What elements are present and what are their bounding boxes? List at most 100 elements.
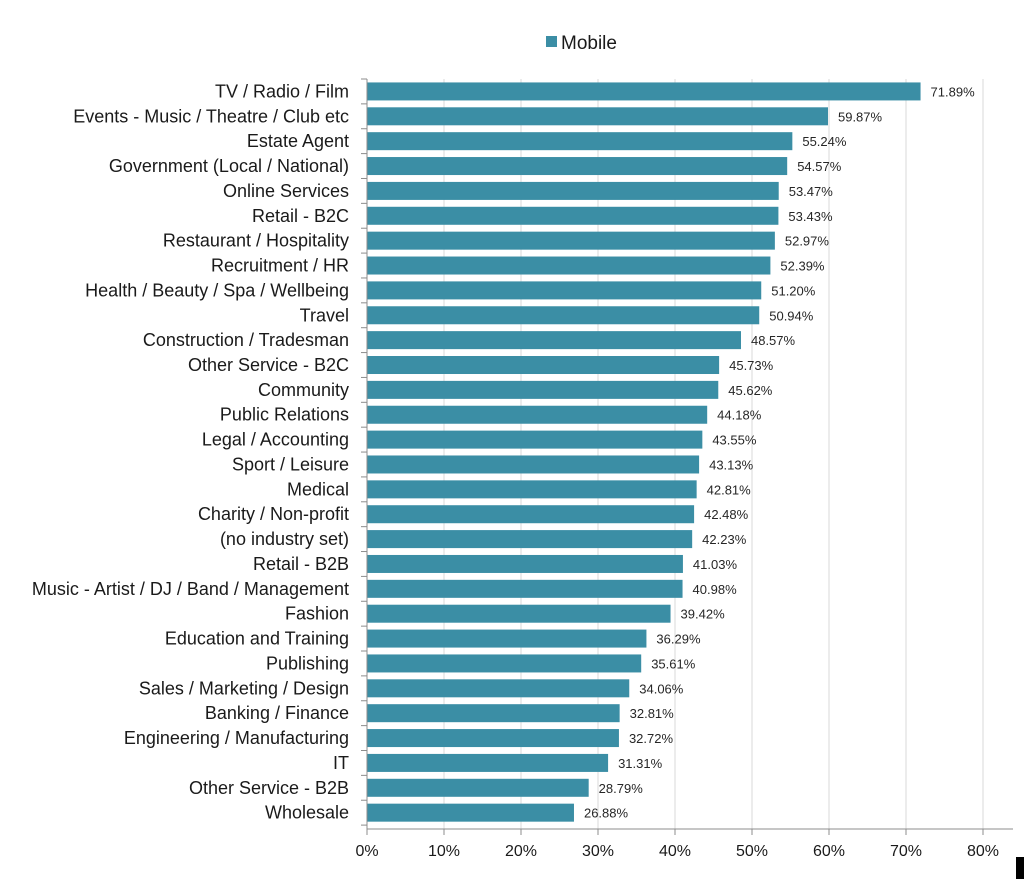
data-label: 50.94% xyxy=(769,308,814,323)
data-label: 35.61% xyxy=(651,656,696,671)
category-label: Fashion xyxy=(285,604,349,624)
data-label: 44.18% xyxy=(717,408,762,423)
data-label: 53.43% xyxy=(788,209,833,224)
category-label: Estate Agent xyxy=(247,131,349,151)
bars xyxy=(367,82,921,822)
category-label: Retail - B2B xyxy=(253,554,349,574)
data-label: 32.72% xyxy=(629,731,674,746)
x-tick-label: 50% xyxy=(736,843,768,860)
category-label: Government (Local / National) xyxy=(109,156,349,176)
bar xyxy=(367,306,760,325)
bar xyxy=(367,107,828,126)
gridlines xyxy=(366,79,984,835)
legend-swatch-mobile xyxy=(546,36,557,47)
category-label: Other Service - B2C xyxy=(188,355,349,375)
data-label: 32.81% xyxy=(630,706,675,721)
data-label: 34.06% xyxy=(639,681,684,696)
bar xyxy=(367,530,693,549)
bar xyxy=(367,231,775,250)
x-tick-label: 10% xyxy=(428,843,460,860)
bar xyxy=(367,579,683,598)
bar xyxy=(367,753,609,772)
category-label: Health / Beauty / Spa / Wellbeing xyxy=(85,280,349,300)
category-label: Events - Music / Theatre / Club etc xyxy=(73,106,349,126)
bar xyxy=(367,604,671,623)
data-label: 48.57% xyxy=(751,333,796,348)
data-label: 59.87% xyxy=(838,109,883,124)
category-label: Engineering / Manufacturing xyxy=(124,728,349,748)
bar xyxy=(367,281,762,300)
data-label: 36.29% xyxy=(656,632,701,647)
data-label: 71.89% xyxy=(931,84,976,99)
bar xyxy=(367,157,788,176)
x-tick-label: 40% xyxy=(659,843,691,860)
category-label: Travel xyxy=(300,305,349,325)
data-label: 52.39% xyxy=(780,259,825,274)
data-label: 43.55% xyxy=(712,433,757,448)
category-label: Public Relations xyxy=(220,405,349,425)
category-label: Banking / Finance xyxy=(205,703,349,723)
bar xyxy=(367,405,708,424)
x-tick-label: 70% xyxy=(890,843,922,860)
data-label: 39.42% xyxy=(681,607,726,622)
bar xyxy=(367,654,642,673)
data-label: 41.03% xyxy=(693,557,738,572)
category-label: Sales / Marketing / Design xyxy=(139,678,349,698)
legend-label-mobile: Mobile xyxy=(561,33,617,54)
data-label: 52.97% xyxy=(785,234,830,249)
category-label: Community xyxy=(258,380,349,400)
bar xyxy=(367,331,741,350)
category-label: Recruitment / HR xyxy=(211,256,349,276)
bar xyxy=(367,430,703,449)
category-label: Publishing xyxy=(266,653,349,673)
category-label: Sport / Leisure xyxy=(232,454,349,474)
data-label: 42.48% xyxy=(704,507,749,522)
data-label: 26.88% xyxy=(584,806,629,821)
category-label: TV / Radio / Film xyxy=(215,81,349,101)
category-label: Online Services xyxy=(223,181,349,201)
x-tick-label: 60% xyxy=(813,843,845,860)
category-label: Wholesale xyxy=(265,803,349,823)
bar xyxy=(367,554,683,573)
data-label: 42.81% xyxy=(707,482,752,497)
legend: Mobile xyxy=(546,33,617,54)
data-label: 42.23% xyxy=(702,532,747,547)
x-tick-labels: 0% 10% 20% 30% 40% 50% 60% 70% 80% xyxy=(355,843,999,860)
bar xyxy=(367,82,921,101)
category-label: Restaurant / Hospitality xyxy=(163,231,349,251)
bar xyxy=(367,729,619,748)
category-label: Other Service - B2B xyxy=(189,778,349,798)
data-label: 43.13% xyxy=(709,457,754,472)
corner-mark xyxy=(1016,857,1024,879)
bar xyxy=(367,679,630,698)
bar xyxy=(367,380,719,399)
category-label: Medical xyxy=(287,479,349,499)
value-labels: 71.89% 59.87% 55.24% 54.57% 53.47% 53.43% 52.9… xyxy=(584,84,975,820)
data-label: 54.57% xyxy=(797,159,842,174)
data-label: 40.98% xyxy=(693,582,738,597)
data-label: 28.79% xyxy=(599,781,644,796)
bar xyxy=(367,256,771,275)
bar xyxy=(367,778,589,797)
category-label: IT xyxy=(333,753,349,773)
data-label: 45.73% xyxy=(729,358,774,373)
category-labels: TV / Radio / Film Events - Music / Theatr… xyxy=(32,81,349,822)
category-label: Retail - B2C xyxy=(252,206,349,226)
data-label: 53.47% xyxy=(789,184,834,199)
x-tick-label: 80% xyxy=(967,843,999,860)
bar xyxy=(367,480,697,499)
x-tick-label: 20% xyxy=(505,843,537,860)
bar xyxy=(367,803,574,822)
bar xyxy=(367,356,720,375)
bar xyxy=(367,629,647,648)
bar xyxy=(367,704,620,723)
category-label: Charity / Non-profit xyxy=(198,504,349,524)
data-label: 45.62% xyxy=(728,383,773,398)
axes xyxy=(361,78,1013,830)
bar xyxy=(367,455,700,474)
x-tick-label: 0% xyxy=(355,843,378,860)
data-label: 51.20% xyxy=(771,283,816,298)
category-label: Music - Artist / DJ / Band / Management xyxy=(32,579,349,599)
bar xyxy=(367,206,779,225)
